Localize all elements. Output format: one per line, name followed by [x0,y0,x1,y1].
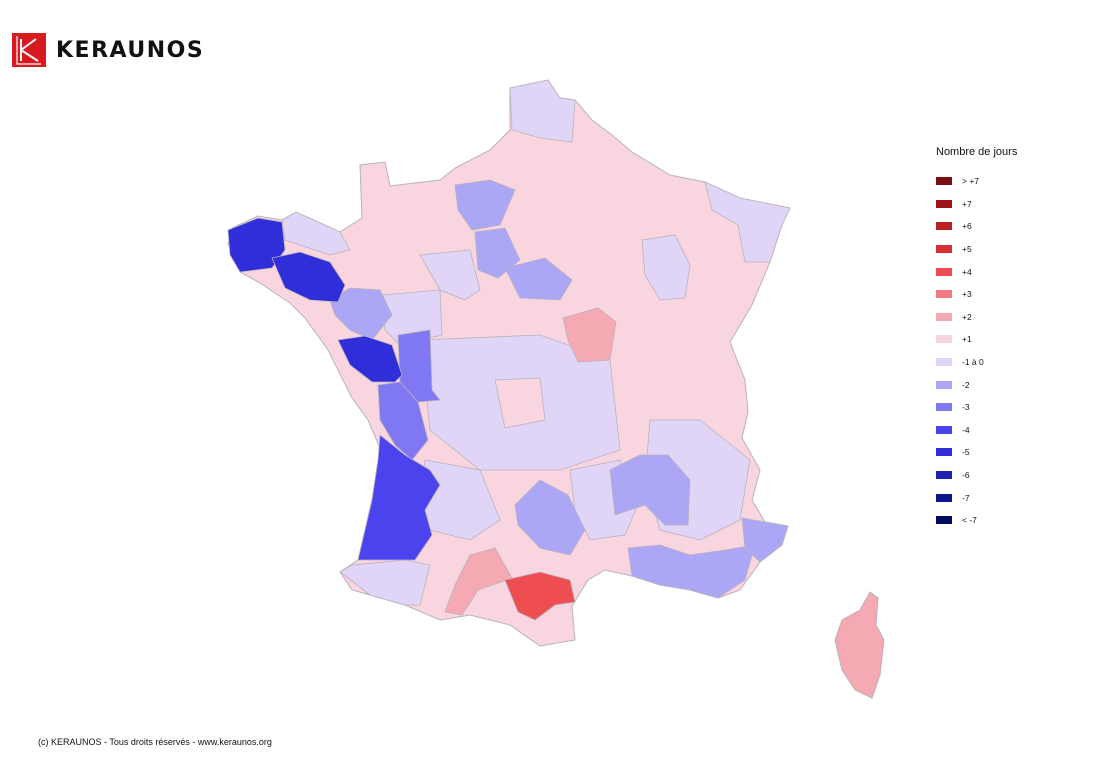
legend-item: +5 [936,238,1017,261]
legend-label: -7 [962,492,970,503]
legend-label: +4 [962,266,972,277]
legend-item: +1 [936,328,1017,351]
legend-swatch [936,448,952,457]
legend-swatch [936,199,952,208]
region-corse [834,591,885,699]
legend-label: +6 [962,221,972,232]
legend-label: +7 [962,198,972,209]
region-cotes-armor [281,211,351,256]
region-charente-maritime [377,381,429,461]
legend-swatch [936,516,952,525]
legend-item: +3 [936,283,1017,306]
region-correze [494,377,546,429]
legend-item: +2 [936,306,1017,329]
region-nievre [562,307,617,363]
legend-label: > +7 [962,176,980,187]
legend-swatch [936,245,952,254]
legend-label: -2 [962,379,970,390]
legend-label: +2 [962,311,972,322]
legend-swatch [936,267,952,276]
legend-swatch [936,358,952,367]
legend-item: +4 [936,260,1017,283]
brand-name: KERAUNOS [56,37,205,63]
legend-swatch [936,403,952,412]
legend-item: -2 [936,373,1017,396]
legend-item: -4 [936,419,1017,442]
legend-item: +6 [936,215,1017,238]
legend-swatch [936,312,952,321]
legend-item: -5 [936,441,1017,464]
region-alsace [704,181,791,263]
legend-label: -1 à 0 [962,357,984,368]
region-loire-atlantique [329,287,393,341]
region-provence [627,544,756,599]
legend-swatch [936,471,952,480]
legend-swatch [936,177,952,186]
region-centre [419,249,481,301]
legend-item: +7 [936,193,1017,216]
region-aisne [454,179,516,231]
region-gironde-landes [357,434,441,561]
legend: Nombre de jours > +7 +7 +6 +5 +4 +3 +2 +… [936,146,1017,532]
region-haute-marne [641,234,691,301]
region-pyrenees-atlantiques [339,559,431,606]
legend-item: -1 à 0 [936,351,1017,374]
legend-items: > +7 +7 +6 +5 +4 +3 +2 +1 -1 à 0 -2 -3 -… [936,170,1017,532]
legend-label: -5 [962,447,970,458]
legend-label: +3 [962,289,972,300]
legend-swatch [936,493,952,502]
region-haute-garonne [444,547,513,616]
legend-label: +5 [962,244,972,255]
legend-label: -6 [962,470,970,481]
legend-label: < -7 [962,515,977,526]
legend-swatch [936,222,952,231]
legend-swatch [936,425,952,434]
region-aube [504,257,573,301]
legend-swatch [936,290,952,299]
legend-item: < -7 [936,509,1017,532]
legend-item: -6 [936,464,1017,487]
legend-label: -4 [962,424,970,435]
legend-item: -7 [936,486,1017,509]
keraunos-logo: KERAUNOS [12,33,204,67]
legend-item: > +7 [936,170,1017,193]
legend-label: +1 [962,334,972,345]
legend-title: Nombre de jours [936,146,1018,158]
region-nord-lavender [509,79,576,143]
legend-swatch [936,380,952,389]
region-alpes-maritimes [741,517,789,563]
region-vendee [337,335,403,383]
legend-swatch [936,335,952,344]
region-aude [504,571,576,621]
region-isere-drome [609,454,691,526]
legend-item: -3 [936,396,1017,419]
logo-mark-icon [12,33,46,67]
region-morbihan [271,251,346,303]
region-aveyron [514,479,586,556]
legend-label: -3 [962,402,970,413]
copyright-footer: (c) KERAUNOS - Tous droits réservés - ww… [38,737,272,747]
